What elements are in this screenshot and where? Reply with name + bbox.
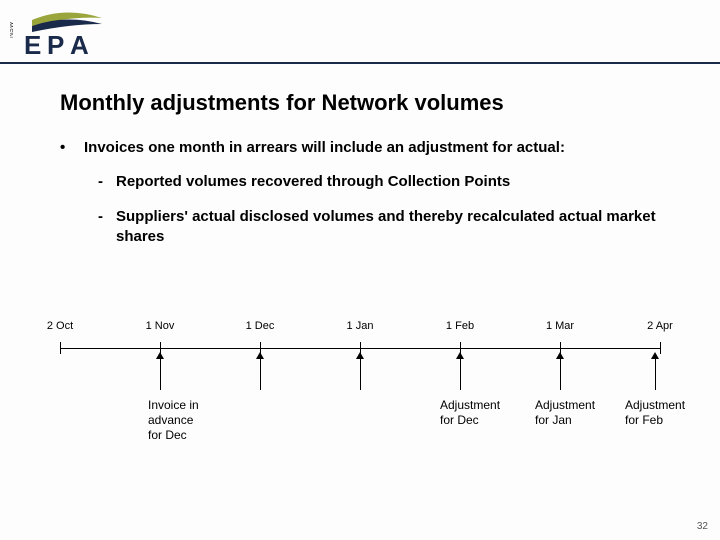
sub-bullet-2: - Suppliers' actual disclosed volumes an… [98,207,660,248]
timeline-diagram: 2 Oct1 Nov1 Dec1 Jan1 Feb1 Mar2 Apr Invo… [60,320,660,470]
timeline-arrow [260,358,261,390]
bullet-text: Invoices one month in arrears will inclu… [84,138,565,158]
timeline-tick-label: 1 Jan [347,320,374,332]
timeline-arrow [160,358,161,390]
sub-bullet-1: - Reported volumes recovered through Col… [98,172,660,192]
timeline-tick [60,342,61,354]
timeline-annotation: Adjustmentfor Dec [440,398,500,428]
timeline-tick-label: 1 Dec [246,320,275,332]
sub-text-1: Reported volumes recovered through Colle… [116,172,510,192]
timeline-arrow [560,358,561,390]
sub-text-2: Suppliers' actual disclosed volumes and … [116,207,660,248]
timeline-annotation: Adjustmentfor Jan [535,398,595,428]
bullet-main: • Invoices one month in arrears will inc… [60,138,660,158]
timeline-tick [660,342,661,354]
timeline-tick-label: 2 Oct [47,320,73,332]
logo-letter-a: A [70,30,89,58]
dash-marker: - [98,207,116,248]
epa-logo: NSW E P A [10,8,120,58]
page-number: 32 [697,521,708,532]
header-rule [0,62,720,64]
timeline-arrow [360,358,361,390]
logo-side-text: NSW [10,21,15,38]
page-title: Monthly adjustments for Network volumes [60,90,660,116]
dash-marker: - [98,172,116,192]
content-area: Monthly adjustments for Network volumes … [60,90,660,261]
timeline-arrow [460,358,461,390]
timeline-tick-label: 1 Feb [446,320,474,332]
timeline-annotation: Invoice inadvancefor Dec [148,398,199,443]
timeline-arrow [655,358,656,390]
timeline-tick-label: 1 Mar [546,320,574,332]
timeline-annotation: Adjustmentfor Feb [625,398,685,428]
bullet-marker: • [60,138,84,158]
timeline-tick-label: 2 Apr [647,320,673,332]
timeline-tick-label: 1 Nov [146,320,175,332]
logo-letter-p: P [47,30,64,58]
logo-letter-e: E [24,30,41,58]
